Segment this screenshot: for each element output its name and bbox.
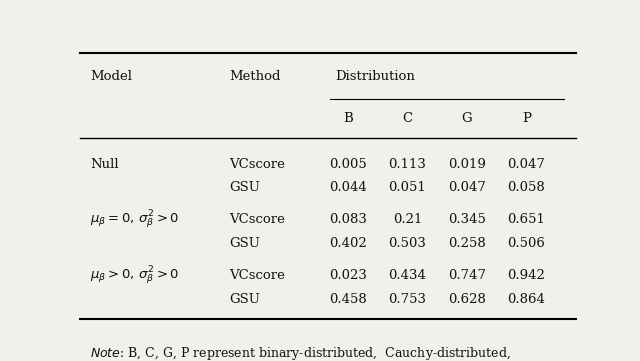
Text: B: B	[343, 112, 353, 125]
Text: VCscore: VCscore	[229, 269, 285, 282]
Text: 0.258: 0.258	[448, 237, 486, 250]
Text: G: G	[461, 112, 472, 125]
Text: $\mathit{Note}$: B, C, G, P represent binary-distributed,  Cauchy-distributed,: $\mathit{Note}$: B, C, G, P represent bi…	[90, 345, 511, 361]
Text: VCscore: VCscore	[229, 158, 285, 171]
Text: 0.942: 0.942	[508, 269, 545, 282]
Text: $\mu_{\beta}=0,\,\sigma^2_{\beta}>0$: $\mu_{\beta}=0,\,\sigma^2_{\beta}>0$	[90, 209, 179, 231]
Text: 0.864: 0.864	[508, 292, 545, 305]
Text: 0.434: 0.434	[388, 269, 426, 282]
Text: 0.047: 0.047	[448, 181, 486, 194]
Text: C: C	[403, 112, 412, 125]
Text: Null: Null	[90, 158, 118, 171]
Text: 0.023: 0.023	[329, 269, 367, 282]
Text: 0.402: 0.402	[329, 237, 367, 250]
Text: 0.21: 0.21	[393, 213, 422, 226]
Text: 0.345: 0.345	[448, 213, 486, 226]
Text: 0.753: 0.753	[388, 292, 426, 305]
Text: 0.458: 0.458	[329, 292, 367, 305]
Text: $\mu_{\beta}>0,\,\sigma^2_{\beta}>0$: $\mu_{\beta}>0,\,\sigma^2_{\beta}>0$	[90, 264, 179, 287]
Text: 0.058: 0.058	[508, 181, 545, 194]
Text: 0.051: 0.051	[388, 181, 426, 194]
Text: 0.628: 0.628	[448, 292, 486, 305]
Text: 0.019: 0.019	[448, 158, 486, 171]
Text: 0.083: 0.083	[329, 213, 367, 226]
Text: 0.005: 0.005	[329, 158, 367, 171]
Text: VCscore: VCscore	[229, 213, 285, 226]
Text: Method: Method	[229, 70, 280, 83]
Text: 0.044: 0.044	[329, 181, 367, 194]
Text: P: P	[522, 112, 531, 125]
Text: 0.503: 0.503	[388, 237, 426, 250]
Text: 0.747: 0.747	[448, 269, 486, 282]
Text: GSU: GSU	[229, 181, 260, 194]
Text: Distribution: Distribution	[335, 70, 415, 83]
Text: GSU: GSU	[229, 292, 260, 305]
Text: GSU: GSU	[229, 237, 260, 250]
Text: 0.651: 0.651	[508, 213, 545, 226]
Text: 0.113: 0.113	[388, 158, 426, 171]
Text: 0.047: 0.047	[508, 158, 545, 171]
Text: 0.506: 0.506	[508, 237, 545, 250]
Text: Model: Model	[90, 70, 132, 83]
